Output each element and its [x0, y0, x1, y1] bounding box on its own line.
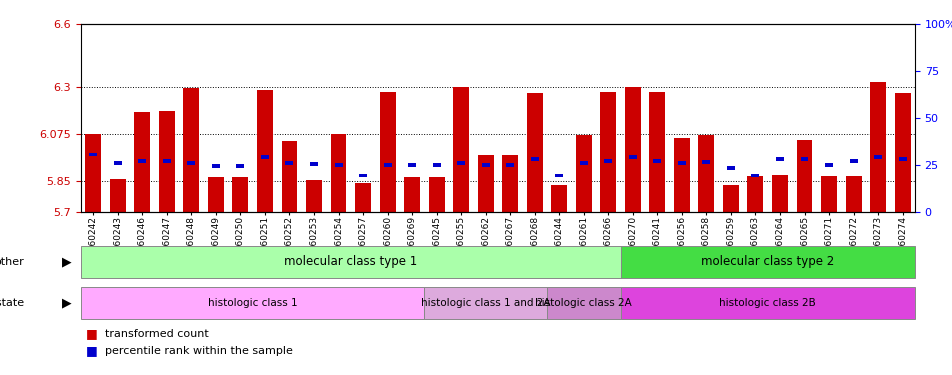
Text: transformed count: transformed count	[105, 329, 208, 339]
Bar	[477, 154, 493, 212]
Text: ■: ■	[86, 344, 97, 357]
Bar	[628, 155, 636, 159]
Bar	[159, 111, 174, 212]
Bar	[183, 88, 199, 212]
Bar	[506, 163, 514, 167]
Bar	[257, 90, 272, 212]
Bar	[188, 161, 195, 165]
Bar	[648, 92, 664, 212]
Bar	[771, 176, 787, 212]
Text: molecular class type 1: molecular class type 1	[284, 255, 417, 268]
Bar	[306, 180, 322, 212]
Bar	[89, 153, 97, 156]
Bar	[457, 161, 465, 165]
Bar	[677, 161, 685, 165]
Text: histologic class 2B: histologic class 2B	[719, 298, 815, 308]
Bar	[751, 174, 759, 177]
Bar	[894, 93, 909, 212]
Bar	[428, 177, 445, 212]
Bar	[800, 157, 807, 160]
Bar	[625, 87, 640, 212]
Bar	[723, 185, 738, 212]
Bar	[821, 177, 836, 212]
Text: molecular class type 2: molecular class type 2	[701, 255, 833, 268]
Bar	[208, 177, 224, 212]
Bar	[796, 140, 812, 212]
Bar	[281, 141, 297, 212]
Text: disease state: disease state	[0, 298, 24, 308]
Bar	[86, 134, 101, 212]
Bar	[261, 155, 268, 159]
Bar	[113, 161, 122, 165]
Bar	[673, 138, 689, 212]
Bar	[530, 157, 538, 160]
Bar	[109, 178, 126, 212]
Bar	[163, 159, 170, 163]
Bar	[873, 155, 882, 159]
Text: ■: ■	[86, 327, 97, 340]
Bar	[898, 157, 905, 160]
Bar	[600, 92, 616, 212]
Bar	[775, 157, 783, 160]
Bar	[453, 87, 468, 212]
Bar	[481, 163, 489, 167]
Bar	[359, 174, 367, 177]
Bar	[211, 164, 220, 168]
Bar	[726, 166, 734, 170]
Text: percentile rank within the sample: percentile rank within the sample	[105, 346, 292, 355]
Bar	[555, 174, 563, 177]
Bar	[138, 159, 147, 163]
Bar	[404, 177, 420, 212]
Bar	[232, 177, 248, 212]
Text: other: other	[0, 256, 24, 267]
Bar	[604, 159, 611, 163]
Bar	[502, 154, 518, 212]
Bar	[330, 134, 347, 212]
Bar	[355, 183, 370, 212]
Text: ▶: ▶	[62, 255, 71, 268]
Bar	[432, 163, 440, 167]
Bar	[579, 161, 587, 165]
Text: histologic class 1 and 2A: histologic class 1 and 2A	[421, 298, 550, 308]
Text: histologic class 1: histologic class 1	[208, 298, 297, 308]
Bar	[746, 177, 763, 212]
Bar	[575, 135, 591, 212]
Bar	[407, 163, 416, 167]
Bar	[134, 112, 150, 212]
Bar	[702, 160, 709, 164]
Bar	[869, 82, 885, 212]
Bar	[309, 162, 318, 166]
Text: ▶: ▶	[62, 296, 71, 309]
Text: histologic class 2A: histologic class 2A	[535, 298, 631, 308]
Bar	[286, 161, 293, 165]
Bar	[550, 185, 566, 212]
Bar	[653, 159, 661, 163]
Bar	[844, 177, 861, 212]
Bar	[848, 159, 857, 163]
Bar	[384, 163, 391, 167]
Bar	[334, 163, 342, 167]
Bar	[526, 93, 542, 212]
Bar	[824, 163, 832, 167]
Bar	[236, 164, 244, 168]
Bar	[698, 135, 714, 212]
Bar	[379, 92, 395, 212]
